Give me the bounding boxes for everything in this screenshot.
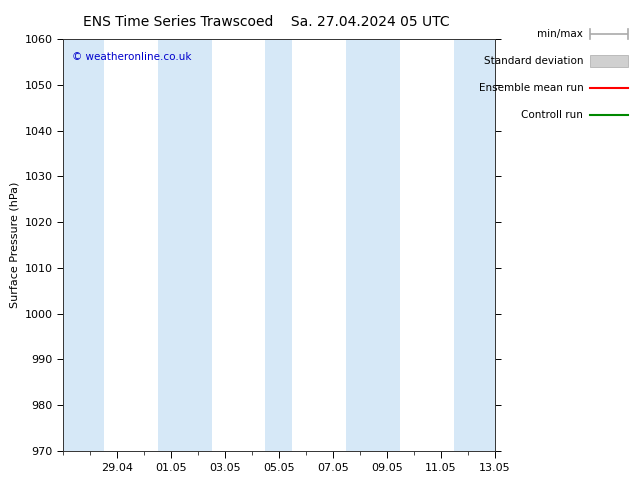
- Bar: [266, 39, 292, 451]
- Text: min/max: min/max: [538, 29, 583, 39]
- Text: © weatheronline.co.uk: © weatheronline.co.uk: [72, 51, 191, 62]
- Text: Controll run: Controll run: [521, 110, 583, 120]
- Y-axis label: Surface Pressure (hPa): Surface Pressure (hPa): [10, 182, 19, 308]
- Text: Ensemble mean run: Ensemble mean run: [479, 83, 583, 93]
- Bar: [454, 39, 495, 451]
- Bar: [158, 39, 212, 451]
- Bar: [346, 39, 400, 451]
- Text: ENS Time Series Trawscoed    Sa. 27.04.2024 05 UTC: ENS Time Series Trawscoed Sa. 27.04.2024…: [83, 15, 450, 29]
- Text: Standard deviation: Standard deviation: [484, 56, 583, 66]
- Bar: [63, 39, 104, 451]
